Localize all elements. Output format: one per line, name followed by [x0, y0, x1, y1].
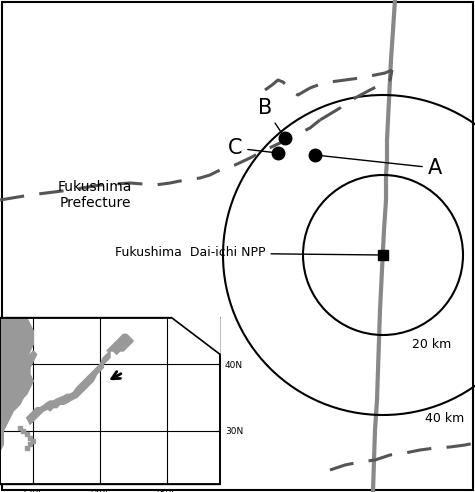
Polygon shape [107, 335, 133, 354]
Text: C: C [228, 138, 275, 158]
Polygon shape [40, 351, 110, 411]
Text: B: B [258, 98, 284, 136]
Polygon shape [7, 351, 37, 404]
Polygon shape [171, 318, 220, 354]
Polygon shape [47, 402, 63, 411]
Text: 20 km: 20 km [412, 338, 452, 351]
Text: 40 km: 40 km [426, 411, 465, 425]
Text: A: A [318, 155, 442, 178]
Text: Fukushima
Prefecture: Fukushima Prefecture [58, 180, 132, 210]
Text: Fukushima  Dai-ichi NPP: Fukushima Dai-ichi NPP [115, 246, 380, 259]
Polygon shape [27, 408, 43, 424]
Polygon shape [0, 318, 33, 484]
